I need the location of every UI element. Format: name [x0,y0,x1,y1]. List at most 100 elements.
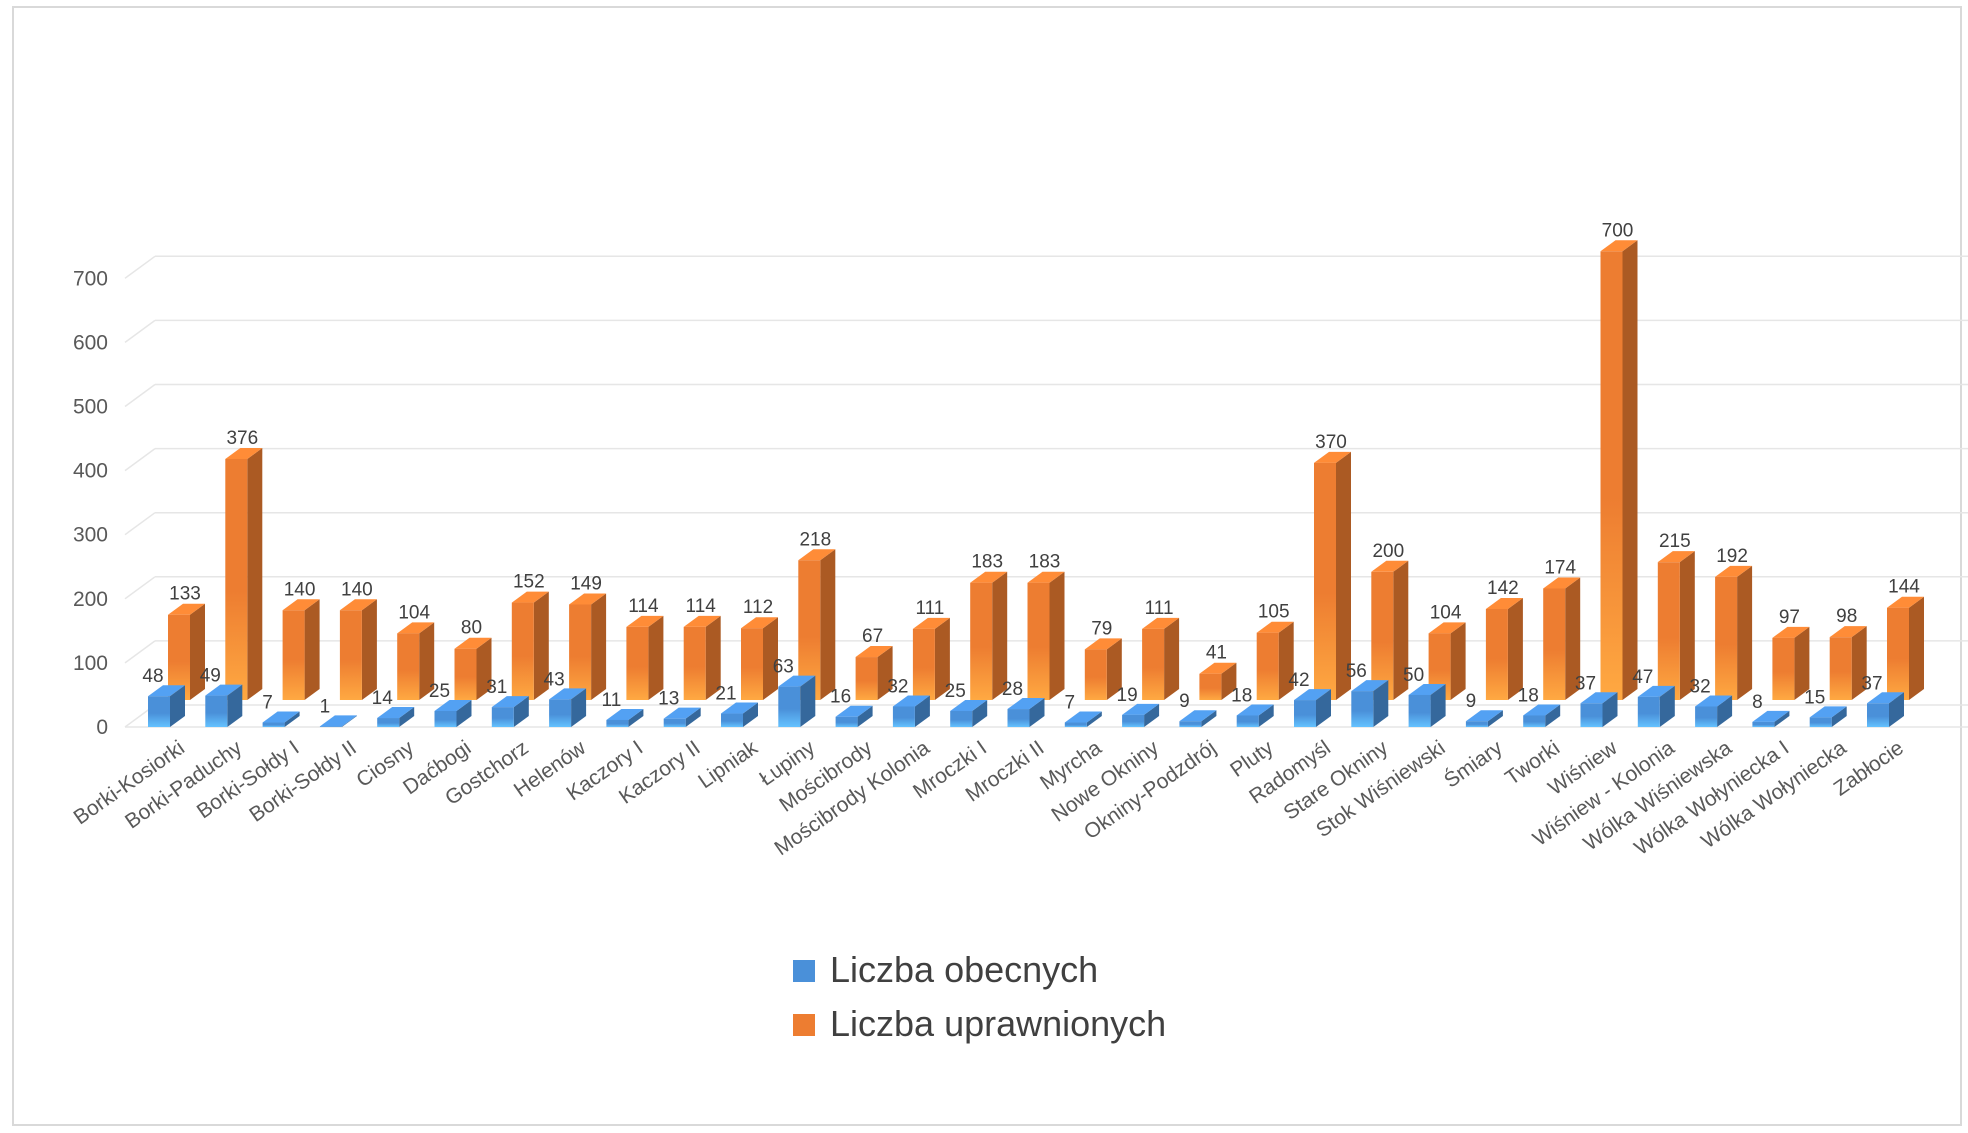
y-tick-label: 400 [73,460,108,483]
data-label-uprawnionych: 105 [1258,602,1290,623]
bar-moscibrody-kolonia-obecnych [892,695,930,727]
data-label-uprawnionych: 111 [915,598,944,619]
bar-wolka-wolyniecka-obecnych [1809,706,1847,727]
legend-swatch [793,1014,815,1036]
data-label-uprawnionych: 174 [1544,557,1576,578]
data-label-uprawnionych: 114 [628,596,659,617]
bar-helenow-uprawnionych [569,593,607,700]
bar-borki-paduchy-uprawnionych [225,447,263,700]
bar-okniny-podzdroj-uprawnionych [1199,662,1237,700]
data-label-obecnych: 16 [830,687,851,708]
bar-zablocie-uprawnionych [1887,596,1924,700]
bar-gostchorz-obecnych [491,696,529,727]
data-label-obecnych: 37 [1575,673,1596,694]
data-label-obecnych: 31 [486,677,507,698]
bar-borki-soldy-ii-uprawnionych [339,599,377,700]
bar-myrcha-uprawnionych [1084,638,1122,700]
bar-borki-soldy-i-uprawnionych [282,599,320,700]
bar-kaczory-ii-uprawnionych [683,615,721,700]
y-tick-label: 500 [73,396,108,419]
data-label-uprawnionych: 104 [1430,602,1462,623]
y-tick-label: 300 [73,524,108,547]
data-label-obecnych: 9 [1466,691,1477,712]
data-label-obecnych: 18 [1231,685,1252,706]
bar-wisniew-uprawnionych [1600,240,1638,701]
bar-stok-wisniewski-uprawnionych [1428,622,1466,700]
bar-tworki-uprawnionych [1543,577,1581,700]
bar-pluty-uprawnionych [1256,621,1294,700]
data-label-obecnych: 28 [1002,679,1023,700]
bar-wisniew-obecnych [1580,692,1618,727]
data-label-obecnych: 43 [544,669,565,690]
data-label-uprawnionych: 370 [1315,432,1347,453]
y-tick-label: 600 [73,331,108,354]
data-label-obecnych: 25 [429,681,450,702]
data-label-obecnych: 63 [773,657,794,678]
data-label-obecnych: 19 [1117,685,1138,706]
data-label-uprawnionych: 218 [799,529,831,550]
bar-wolka-wisniewska-obecnych [1695,695,1733,727]
data-label-uprawnionych: 133 [169,584,201,605]
bar-mroczki-ii-obecnych [1007,698,1045,727]
data-label-uprawnionych: 98 [1836,606,1857,627]
bar-myrcha-obecnych [1064,711,1102,727]
data-label-uprawnionych: 149 [570,573,602,594]
bar-ciosny-obecnych [377,707,415,727]
bar-mroczki-ii-uprawnionych [1027,571,1065,700]
legend-item: Liczba obecnych [793,949,1098,990]
bar-wolka-wolyniecka-i-uprawnionych [1772,626,1810,700]
bar-lipniak-obecnych [721,702,758,727]
data-label-obecnych: 42 [1288,670,1309,691]
bar-borki-soldy-ii-obecnych [319,715,357,727]
bar-borki-paduchy-obecnych [205,684,243,727]
bar-okniny-podzdroj-obecnych [1179,710,1217,727]
bar-borki-soldy-i-obecnych [262,711,300,727]
bar-kaczory-ii-obecnych [663,707,701,727]
bar-smiary-obecnych [1465,710,1503,727]
data-label-uprawnionych: 376 [226,428,258,449]
data-label-uprawnionych: 111 [1145,598,1174,619]
bar-moscibrody-obecnych [835,705,873,727]
x-category-label: Śmiary [1439,735,1507,792]
bar-moscibrody-uprawnionych [855,646,893,700]
data-label-uprawnionych: 97 [1779,607,1800,628]
data-label-uprawnionych: 114 [686,596,717,617]
data-label-obecnych: 49 [200,666,221,687]
bar-wisniew-kolonia-uprawnionych [1657,551,1695,700]
data-label-obecnych: 18 [1518,685,1539,706]
data-label-obecnych: 1 [320,696,331,717]
data-label-obecnych: 47 [1632,667,1653,688]
data-label-obecnych: 9 [1179,691,1190,712]
data-label-uprawnionych: 183 [971,552,1003,573]
bar-dacbogi-uprawnionych [454,637,492,700]
data-label-obecnych: 50 [1403,665,1424,686]
legend: Liczba obecnych Liczba uprawnionych [793,949,1166,1044]
data-label-uprawnionych: 142 [1487,578,1519,599]
legend-item: Liczba uprawnionych [793,1003,1166,1044]
data-label-obecnych: 14 [372,688,394,709]
data-label-obecnych: 7 [262,693,273,714]
y-tick-label: 200 [73,588,108,611]
bar-kaczory-i-obecnych [606,708,644,727]
bar-wolka-wolyniecka-i-obecnych [1752,710,1790,727]
legend-label: Liczba uprawnionych [830,1003,1166,1044]
data-labels: 1334837649140714011041480251523114943114… [142,220,1920,717]
bar-radomysl-obecnych [1294,689,1331,727]
data-label-obecnych: 8 [1752,692,1763,713]
bar-gostchorz-uprawnionych [511,591,549,700]
data-label-uprawnionych: 80 [461,618,482,639]
y-tick-label: 0 [96,716,108,739]
data-label-uprawnionych: 200 [1372,541,1404,562]
bar-mroczki-i-uprawnionych [970,571,1008,700]
data-label-uprawnionych: 41 [1206,643,1227,664]
data-label-uprawnionych: 700 [1602,220,1634,241]
data-label-uprawnionych: 192 [1716,546,1748,567]
bar-ciosny-uprawnionych [397,622,435,700]
data-label-obecnych: 32 [1690,676,1711,697]
bar-nowe-okniny-uprawnionych [1142,617,1180,700]
data-label-uprawnionych: 140 [341,579,373,600]
bar-wolka-wolyniecka-uprawnionych [1829,626,1867,700]
y-tick-label: 700 [73,267,108,290]
data-label-uprawnionych: 144 [1888,577,1920,598]
data-label-obecnych: 7 [1065,693,1076,714]
